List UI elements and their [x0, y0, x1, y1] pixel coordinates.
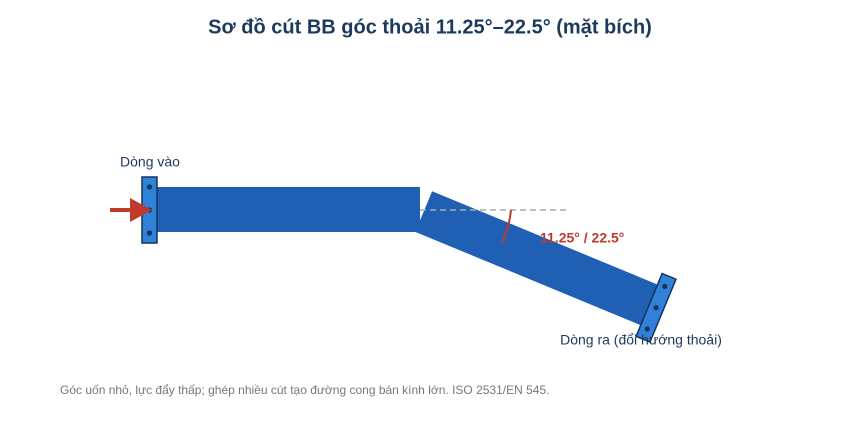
- caption: Góc uốn nhỏ, lực đẩy thấp; ghép nhiều cú…: [60, 383, 549, 397]
- flow-arrowhead: [130, 198, 152, 222]
- angle-label: 11.25° / 22.5°: [540, 230, 624, 246]
- outlet-pipe: [415, 191, 660, 326]
- outlet-group: [415, 191, 677, 344]
- inlet-label: Dòng vào: [120, 154, 180, 170]
- bolt: [662, 283, 668, 290]
- bolt: [146, 230, 153, 236]
- bolt: [653, 305, 659, 311]
- inlet-pipe: [155, 187, 420, 232]
- outlet-label: Dòng ra (đổi hướng thoải): [560, 332, 722, 348]
- title: Sơ đồ cút BB góc thoải 11.25°–22.5° (mặt…: [208, 16, 652, 38]
- bolt: [644, 326, 650, 332]
- bolt: [146, 184, 153, 190]
- angle-arc: [501, 209, 512, 244]
